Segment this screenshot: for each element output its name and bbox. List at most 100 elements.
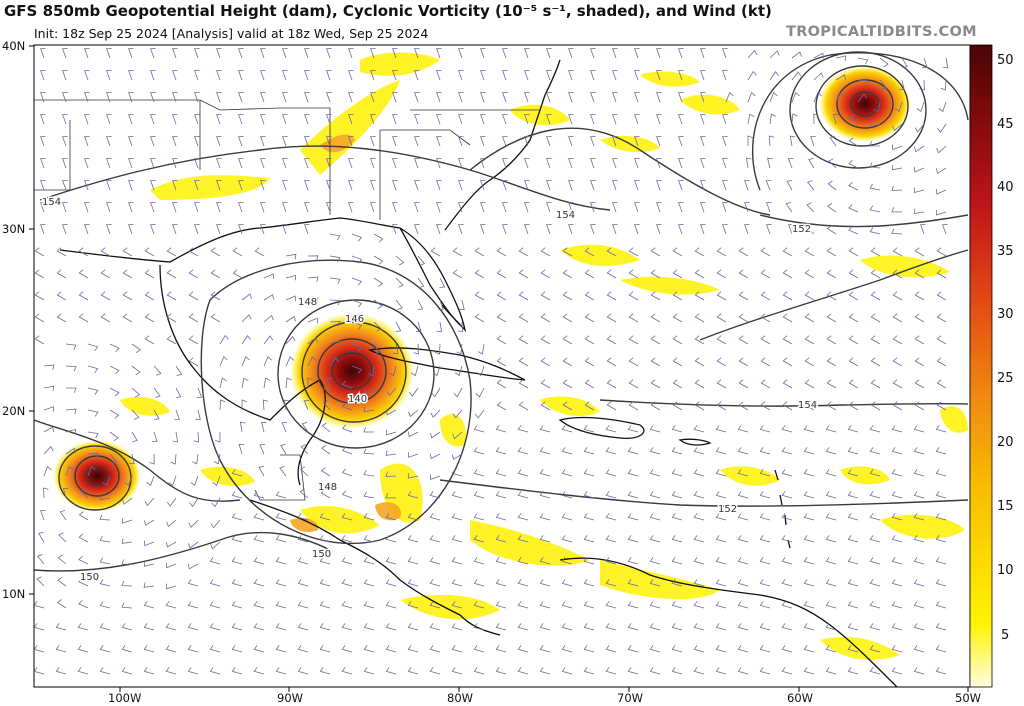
wind-barb [715, 645, 727, 653]
wind-barb [539, 513, 551, 521]
wind-barb [715, 425, 727, 433]
wind-barb [106, 224, 112, 235]
wind-barb [100, 247, 111, 257]
wind-barb [150, 224, 156, 235]
wind-barb [348, 70, 354, 81]
wind-barb [407, 491, 419, 499]
wind-barb [715, 491, 727, 499]
wind-barb [583, 579, 595, 587]
wind-barb [759, 557, 771, 565]
wind-barb [914, 166, 925, 173]
wind-barb [869, 513, 881, 521]
wind-barb [584, 313, 595, 323]
wind-barb [238, 70, 244, 81]
wind-barb [612, 224, 618, 235]
wind-barb [583, 447, 595, 455]
wind-barb [935, 425, 947, 433]
wind-barb [172, 92, 178, 103]
wind-barb [649, 623, 661, 631]
wind-barb [671, 425, 683, 433]
wind-barb [363, 623, 375, 631]
wind-barb [869, 162, 881, 169]
wind-barb [194, 224, 200, 235]
wind-barb [782, 357, 793, 367]
wind-barb [385, 471, 397, 477]
wind-barb [385, 601, 397, 609]
wind-barb [188, 269, 199, 279]
wind-barb [253, 491, 265, 499]
wind-barb [606, 335, 617, 345]
wind-barb [150, 92, 156, 103]
wind-barb [496, 313, 507, 323]
wind-barb [458, 224, 464, 235]
wind-barb [914, 401, 925, 411]
wind-barb [297, 623, 309, 631]
wind-barb [737, 601, 749, 609]
wind-barb [540, 379, 551, 389]
wind-barb [62, 92, 68, 103]
wind-barb [715, 535, 727, 543]
wind-barb [869, 447, 881, 455]
wind-barb [517, 645, 529, 653]
wind-barb [546, 158, 552, 169]
wind-barb [319, 535, 331, 543]
wind-barb [914, 247, 925, 257]
wind-barb [628, 335, 639, 345]
wind-barb [671, 535, 683, 543]
wind-barb [474, 269, 485, 279]
wind-barb [605, 535, 617, 543]
wind-barb [258, 466, 265, 477]
wind-barb [62, 114, 68, 125]
wind-barb [869, 667, 881, 675]
lat-label: 30N [2, 222, 25, 236]
wind-barb [210, 541, 221, 550]
wind-barb [671, 601, 683, 609]
wind-barb [627, 513, 639, 521]
wind-barb [165, 667, 177, 675]
wind-barb [760, 401, 771, 411]
wind-barb [429, 667, 441, 675]
wind-barb [847, 513, 859, 521]
wind-barb [606, 269, 617, 279]
wind-barb [781, 447, 793, 455]
wind-barb [253, 513, 265, 521]
wind-barb [502, 48, 508, 59]
wind-barb [700, 114, 706, 125]
wind-barb [285, 377, 292, 389]
wind-barb [627, 623, 639, 631]
latitude-labels: 40N 30N 20N 10N [2, 39, 25, 601]
wind-barb [562, 247, 573, 257]
wind-barb [672, 379, 683, 389]
wind-barb [370, 202, 376, 213]
wind-barb [106, 70, 112, 81]
wind-barb [562, 291, 573, 301]
wind-barb [496, 247, 507, 257]
wind-barb [869, 425, 881, 433]
wind-barb [436, 114, 442, 125]
wind-barb [299, 488, 309, 499]
wind-barb [304, 202, 310, 213]
wind-barb [473, 601, 485, 609]
wind-barb [813, 92, 822, 103]
wind-barb [936, 291, 947, 301]
wind-barb [348, 136, 354, 147]
wind-barb [848, 269, 859, 279]
wind-barb [568, 70, 574, 81]
wind-barb [870, 269, 881, 279]
wind-barb [79, 488, 89, 499]
wind-barb [144, 313, 155, 323]
wind-barb [496, 291, 507, 301]
wind-barb [62, 180, 68, 191]
wind-barb [539, 623, 551, 631]
wind-barb [671, 491, 683, 499]
wind-barb [810, 136, 816, 147]
wind-barb [920, 224, 926, 235]
wind-barb [693, 579, 705, 587]
wind-barb [524, 70, 530, 81]
wind-barb [899, 79, 905, 91]
wind-barb [913, 208, 925, 214]
wind-barb [174, 409, 180, 420]
wind-barb [260, 114, 266, 125]
wind-barb [561, 425, 573, 433]
wind-barb [627, 645, 639, 653]
